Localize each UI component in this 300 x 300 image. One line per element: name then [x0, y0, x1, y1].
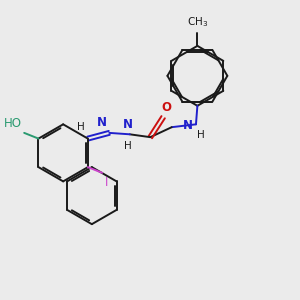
Text: N: N: [182, 119, 193, 132]
Text: N: N: [96, 116, 106, 130]
Text: H: H: [77, 122, 85, 132]
Text: N: N: [123, 118, 134, 131]
Text: H: H: [124, 141, 132, 151]
Text: CH$_3$: CH$_3$: [187, 15, 208, 29]
Text: H: H: [197, 130, 205, 140]
Text: I: I: [104, 176, 108, 189]
Text: O: O: [161, 101, 171, 114]
Text: HO: HO: [4, 117, 22, 130]
